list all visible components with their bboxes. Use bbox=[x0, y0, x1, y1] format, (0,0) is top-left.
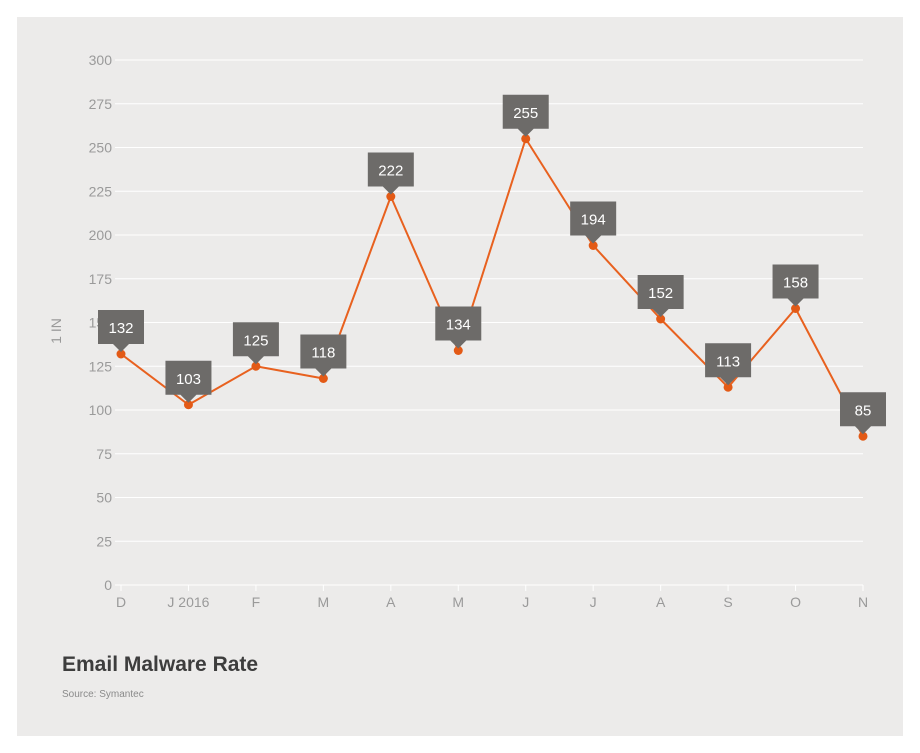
y-tick-label: 75 bbox=[96, 446, 112, 462]
data-label: 152 bbox=[648, 285, 673, 302]
x-tick-label: D bbox=[116, 594, 126, 610]
y-tick-label: 50 bbox=[96, 490, 112, 506]
data-label: 134 bbox=[446, 317, 471, 334]
data-point bbox=[656, 314, 666, 324]
y-tick-label: 175 bbox=[89, 271, 113, 287]
data-label-box bbox=[165, 360, 212, 403]
x-tick-label: O bbox=[790, 594, 801, 610]
data-label-callout: 134 bbox=[435, 306, 482, 349]
data-label: 255 bbox=[513, 105, 538, 122]
series-line bbox=[120, 137, 864, 437]
data-label-callout: 194 bbox=[570, 201, 617, 244]
chart-title: Email Malware Rate bbox=[62, 653, 259, 676]
line-chart: 0255075100125150175200225250275300 DJ 20… bbox=[48, 52, 886, 610]
data-point bbox=[116, 349, 126, 359]
data-label-box bbox=[435, 306, 482, 349]
data-label-box bbox=[705, 343, 752, 386]
data-label-box bbox=[840, 392, 886, 435]
data-label: 158 bbox=[783, 275, 808, 292]
data-label-callout: 222 bbox=[367, 152, 414, 195]
y-tick-label: 0 bbox=[104, 577, 112, 593]
data-label-callout: 255 bbox=[502, 94, 549, 137]
data-label-callout: 103 bbox=[165, 360, 212, 403]
y-tick-label: 125 bbox=[89, 358, 113, 374]
y-tick-label: 100 bbox=[89, 402, 113, 418]
x-tick-label: J 2016 bbox=[167, 594, 209, 610]
data-label-box bbox=[570, 201, 617, 244]
data-point bbox=[318, 374, 328, 383]
y-tick-label: 200 bbox=[89, 227, 113, 243]
data-point bbox=[588, 241, 598, 250]
data-point bbox=[251, 361, 261, 371]
y-tick-label: 225 bbox=[89, 183, 113, 199]
data-label-callout: 125 bbox=[232, 322, 279, 365]
data-label-callout: 152 bbox=[637, 275, 684, 317]
data-point bbox=[183, 400, 193, 410]
data-label-callout: 158 bbox=[772, 264, 819, 307]
data-label-layer: 132 103 125 118 222 134 255 194 152 113 158 85 bbox=[98, 94, 886, 435]
data-label: 132 bbox=[108, 320, 133, 337]
x-tick-label: J bbox=[522, 594, 529, 610]
data-label: 118 bbox=[311, 345, 335, 362]
data-point bbox=[521, 134, 531, 144]
y-tick-label: 275 bbox=[89, 96, 113, 112]
x-tick-label: M bbox=[318, 594, 330, 610]
x-tick-label: A bbox=[386, 594, 396, 610]
data-point bbox=[453, 346, 463, 355]
x-tick-label: J bbox=[590, 594, 597, 610]
data-label: 222 bbox=[378, 163, 403, 180]
y-tick-label: 25 bbox=[96, 533, 112, 549]
data-label: 103 bbox=[176, 371, 201, 388]
chart-panel: 0255075100125150175200225250275300 DJ 20… bbox=[17, 17, 903, 736]
x-tick-label: F bbox=[252, 594, 261, 610]
data-label-callout: 113 bbox=[705, 343, 752, 386]
data-label-box bbox=[502, 94, 549, 137]
data-label: 125 bbox=[243, 332, 268, 349]
chart-source: Source: Symantec bbox=[62, 689, 144, 700]
data-label-callout: 85 bbox=[840, 392, 886, 435]
data-label-box bbox=[637, 275, 684, 317]
data-label-box bbox=[367, 152, 414, 195]
data-label-box bbox=[300, 334, 347, 377]
data-label-box bbox=[98, 310, 144, 352]
y-tick-label: 250 bbox=[89, 140, 113, 156]
data-label-callout: 132 bbox=[98, 310, 144, 352]
data-point bbox=[723, 382, 733, 392]
data-label: 194 bbox=[581, 212, 606, 229]
data-point bbox=[386, 192, 396, 201]
x-tick-label: A bbox=[656, 594, 666, 610]
grid-layer bbox=[115, 59, 863, 586]
data-label-callout: 118 bbox=[300, 334, 347, 377]
y-axis-label: 1 IN bbox=[48, 318, 64, 344]
series-layer bbox=[116, 134, 868, 441]
data-label-box bbox=[232, 322, 279, 365]
data-label: 85 bbox=[855, 402, 872, 419]
x-tick-label: M bbox=[452, 594, 464, 610]
x-tick-label: N bbox=[858, 594, 868, 610]
data-point bbox=[858, 431, 868, 441]
data-label: 113 bbox=[716, 353, 740, 370]
x-axis: D J 2016 F M A M J J A S O N bbox=[116, 585, 868, 610]
data-point bbox=[791, 304, 801, 313]
x-tick-label: S bbox=[723, 594, 732, 610]
y-tick-label: 300 bbox=[89, 52, 113, 68]
data-label-box bbox=[772, 264, 819, 307]
